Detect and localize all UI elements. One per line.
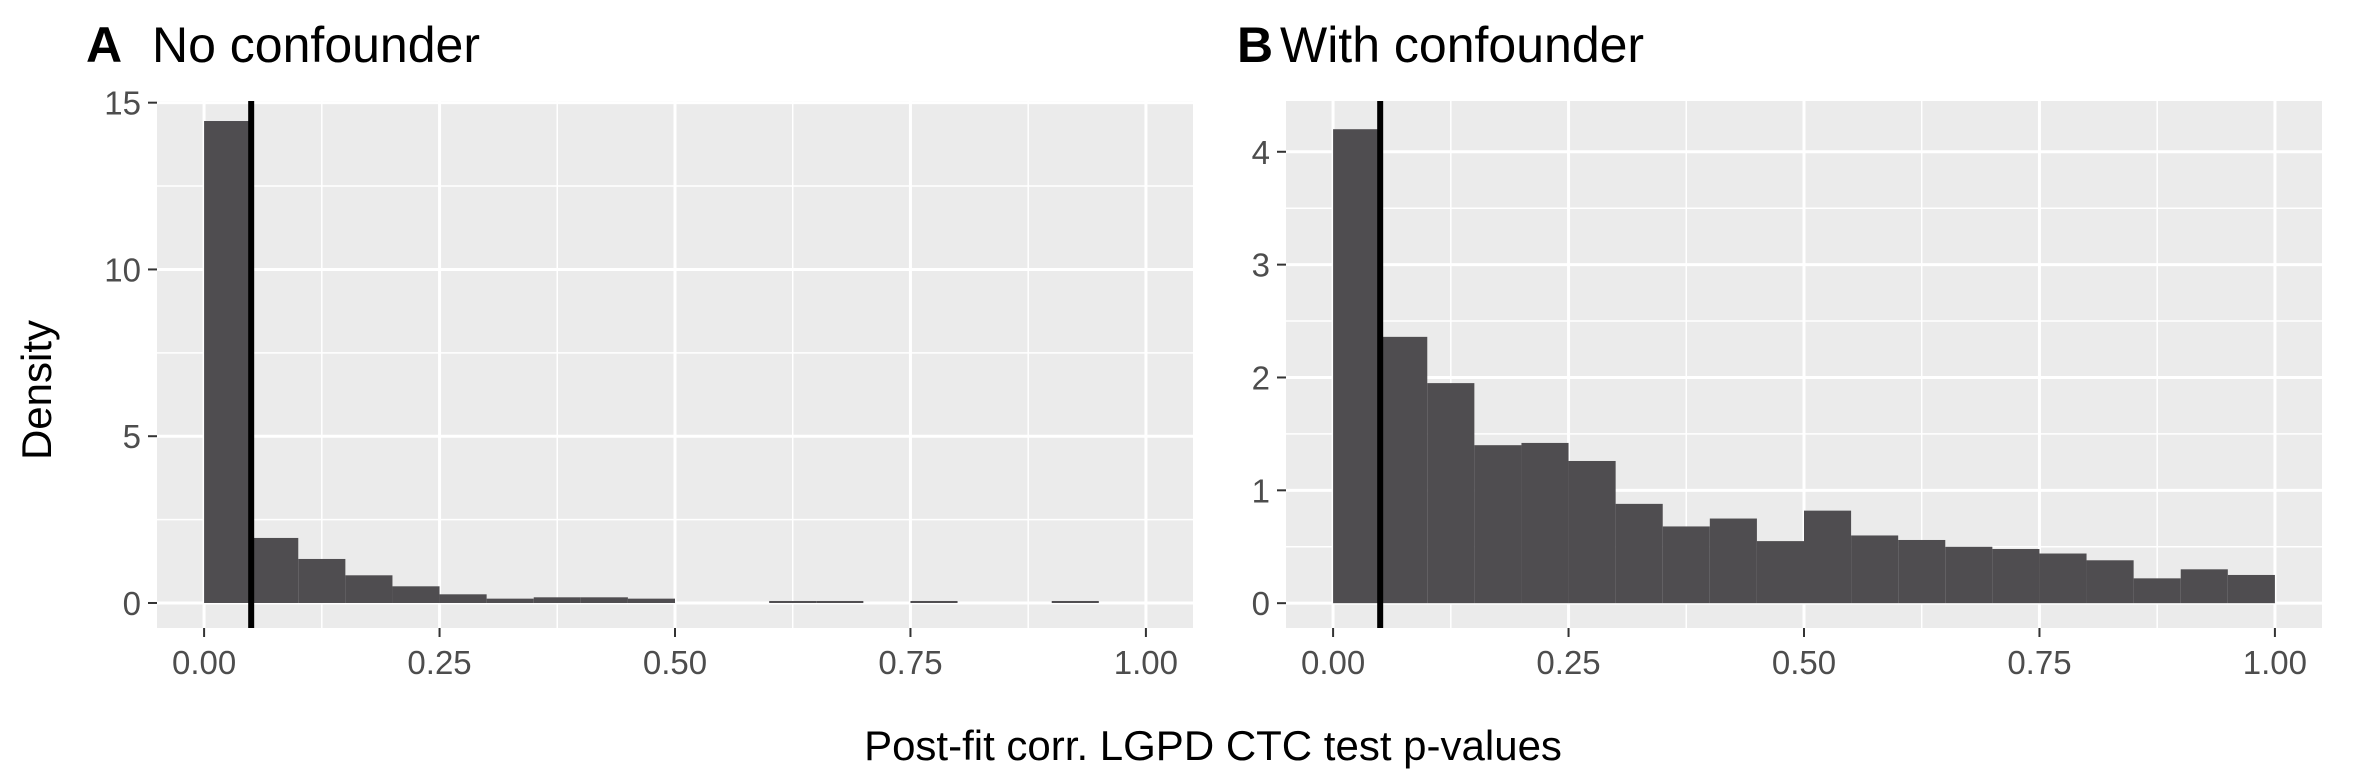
panel-b-histogram-bar	[1851, 535, 1899, 604]
x-axis-title: Post-fit corr. LGPD CTC test p-values	[864, 722, 1562, 769]
panel-a-bars	[204, 121, 1099, 603]
panel-b-x-tick-label: 0.50	[1772, 644, 1836, 681]
panel-a-y-tick-label: 5	[123, 418, 141, 455]
panel-a: A No confounder 0.00 0.25 0.50 0.75 1.00 0 5 10…	[86, 17, 1193, 681]
panel-b-histogram-bar	[1474, 445, 1522, 604]
panel-b: B With confounder 0.00 0.25 0.50 0.75 1.00 0 1…	[1237, 17, 2322, 681]
panel-b-x-tick-label: 1.00	[2243, 644, 2307, 681]
panel-b-histogram-bar	[1568, 460, 1616, 604]
panel-b-histogram-bar	[2039, 553, 2087, 604]
panel-b-histogram-bar	[1427, 383, 1475, 604]
panel-b-histogram-bar	[1945, 546, 1993, 604]
panel-b-histogram-bar	[2086, 560, 2134, 604]
y-axis-title: Density	[13, 320, 60, 460]
panel-a-histogram-bar	[580, 597, 628, 603]
panel-a-histogram-bar	[298, 558, 346, 603]
panel-b-y-tick-label: 3	[1252, 247, 1270, 284]
panel-a-histogram-bar	[816, 600, 864, 603]
panel-a-x-tick-label: 0.25	[407, 644, 471, 681]
panel-a-x-tick-label: 0.00	[172, 644, 236, 681]
panel-a-x-tick-label: 0.50	[643, 644, 707, 681]
panel-a-ticks: 0.00 0.25 0.50 0.75 1.00 0 5 10 15	[104, 85, 1178, 681]
panel-a-histogram-bar	[533, 597, 581, 603]
panel-b-histogram-bar	[2180, 569, 2228, 604]
panel-b-x-tick-label: 0.75	[2007, 644, 2071, 681]
panel-a-y-tick-label: 0	[123, 585, 141, 622]
panel-a-histogram-bar	[345, 575, 393, 603]
panel-a-histogram-bar	[439, 594, 487, 603]
panel-a-y-tick-label: 15	[104, 85, 141, 122]
panel-a-x-tick-label: 1.00	[1114, 644, 1178, 681]
panel-b-x-tick-label: 0.25	[1536, 644, 1600, 681]
panel-b-title: With confounder	[1280, 17, 1644, 73]
panel-b-gridlines	[1286, 101, 2322, 628]
panel-b-tag: B	[1237, 17, 1273, 73]
panel-a-histogram-bar	[251, 537, 299, 603]
panel-b-histogram-bar	[1898, 539, 1946, 604]
panel-b-histogram-bar	[1615, 503, 1663, 604]
panel-a-histogram-bar	[769, 600, 817, 603]
panel-a-x-tick-label: 0.75	[878, 644, 942, 681]
panel-b-histogram-bar	[1521, 442, 1569, 604]
panel-b-histogram-bar	[1709, 518, 1757, 604]
panel-a-histogram-bar	[627, 598, 675, 603]
panel-b-histogram-bar	[1380, 336, 1428, 604]
panel-b-bars	[1333, 129, 2275, 604]
panel-b-ticks: 0.00 0.25 0.50 0.75 1.00 0 1 2 3 4	[1252, 134, 2307, 681]
panel-a-histogram-bar	[486, 598, 534, 603]
panel-a-histogram-bar	[204, 121, 252, 603]
panel-b-y-tick-label: 2	[1252, 359, 1270, 396]
panel-b-y-tick-label: 1	[1252, 472, 1270, 509]
panel-a-histogram-bar	[392, 586, 440, 603]
panel-b-histogram-bar	[1662, 526, 1710, 604]
panel-b-histogram-bar	[1333, 129, 1381, 604]
panel-b-histogram-bar	[2133, 578, 2181, 604]
panel-b-x-tick-label: 0.00	[1301, 644, 1365, 681]
panel-a-histogram-bar	[910, 600, 958, 603]
panel-b-histogram-bar	[2227, 574, 2275, 604]
panel-a-title: No confounder	[152, 17, 480, 73]
panel-b-y-tick-label: 4	[1252, 134, 1270, 171]
panel-b-histogram-bar	[1756, 541, 1804, 604]
panel-b-y-tick-label: 0	[1252, 585, 1270, 622]
panel-b-histogram-bar	[1804, 510, 1852, 604]
panel-a-tag: A	[86, 17, 122, 73]
panel-b-histogram-bar	[1992, 549, 2040, 604]
panel-a-histogram-bar	[1051, 600, 1099, 603]
panel-a-y-tick-label: 10	[104, 251, 141, 288]
